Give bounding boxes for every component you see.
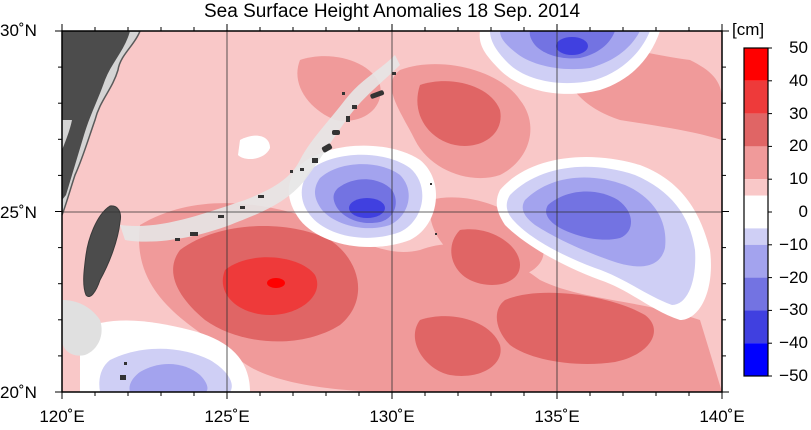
colorbar-tick-label: 30 (789, 103, 808, 123)
colorbar-swatch (744, 48, 768, 81)
colorbar-unit: [cm] (732, 20, 765, 39)
anomaly-neg-30-40 (349, 37, 588, 218)
graticule (62, 31, 722, 392)
shelf-south (62, 300, 102, 356)
shelf-region (120, 55, 400, 242)
colorbar-tick-label: −30 (779, 300, 808, 320)
lon-label-120e: 120˚E (39, 407, 85, 426)
lat-label-25n: 25˚N (0, 203, 37, 222)
lat-label-20n: 20˚N (0, 383, 37, 402)
colorbar-swatch (744, 244, 768, 278)
anomaly-40-50 (267, 278, 285, 288)
taiwan-island (83, 205, 121, 297)
mainland-coast-shading (62, 31, 130, 200)
axis-ticks (55, 24, 729, 399)
lat-label-30n: 30˚N (0, 21, 37, 40)
colorbar-tick-label: 0 (798, 202, 808, 221)
colorbar-swatch (744, 195, 768, 229)
colorbar (743, 47, 772, 377)
colorbar-tick-label: −20 (779, 267, 808, 287)
colorbar-tick-label: 50 (789, 38, 808, 57)
lon-label-135e: 135˚E (534, 407, 580, 426)
lon-label-130e: 130˚E (369, 407, 415, 426)
ryukyu-islands (120, 72, 437, 380)
colorbar-tick-label: 40 (789, 70, 808, 90)
colorbar-tick-label: 10 (789, 169, 808, 189)
figure-title: Sea Surface Height Anomalies 18 Sep. 201… (203, 1, 581, 22)
lon-label-125e: 125˚E (204, 407, 250, 426)
colorbar-tick-label: 20 (789, 136, 808, 156)
colorbar-swatch (744, 146, 768, 180)
colorbar-swatch (744, 80, 768, 114)
lon-label-140e: 140˚E (699, 407, 745, 426)
colorbar-swatch (744, 179, 768, 196)
colorbar-tick-label: −10 (779, 234, 808, 254)
colorbar-swatch (744, 343, 768, 376)
colorbar-swatch (744, 310, 768, 344)
colorbar-swatch (744, 113, 768, 147)
colorbar-tick-label: −40 (779, 333, 808, 353)
mainland-coast-gap (62, 120, 72, 150)
colorbar-tick-label: −50 (779, 366, 808, 385)
colorbar-swatch (744, 277, 768, 311)
ssh-field (62, 31, 722, 392)
colorbar-swatch (744, 228, 768, 245)
